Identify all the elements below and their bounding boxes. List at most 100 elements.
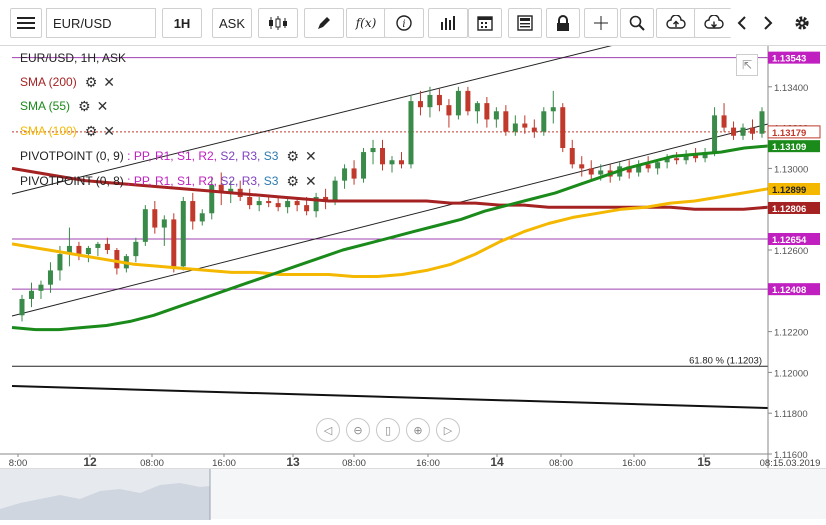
chart-canvas[interactable]: 61.80 % (1.1203) 1.134001.132001.130001.… [0, 46, 826, 468]
expand-button[interactable]: ⇱ [736, 54, 758, 76]
fx-label: f(x) [355, 16, 377, 30]
legend-sma200[interactable]: SMA (200) ⚙ ✕ [20, 74, 115, 90]
candle-body [256, 201, 262, 206]
candle-body [740, 127, 746, 136]
sma200-remove-icon[interactable]: ✕ [103, 73, 115, 90]
zoom-in-button[interactable]: ⊕ [406, 418, 430, 442]
sma200-settings-icon[interactable]: ⚙ [84, 73, 98, 90]
lock-icon [557, 14, 569, 31]
pan-right-button[interactable]: ▷ [436, 418, 460, 442]
download-button[interactable] [694, 8, 734, 38]
candle-body [323, 196, 329, 202]
toolbar: 1H ASK f(x) i [0, 0, 826, 46]
channel-lower-line [11, 123, 769, 317]
long-trend-line [11, 385, 769, 409]
candle-body [588, 168, 594, 175]
legend-title: EUR/USD, 1H, ASK [20, 50, 126, 66]
calendar-button[interactable] [468, 8, 502, 38]
sma100-settings-icon[interactable]: ⚙ [84, 122, 98, 139]
candle-body [398, 160, 404, 165]
candle-body [674, 158, 680, 161]
sma55-settings-icon[interactable]: ⚙ [78, 97, 91, 114]
pivot-item-s3: S3 [263, 149, 279, 163]
legend-pivot1[interactable]: PIVOTPOINT (0, 9) : PP, R1, S1, R2, S2, … [20, 148, 317, 164]
menu-button[interactable] [10, 8, 42, 38]
navigator-strip[interactable] [0, 468, 826, 520]
candle-body [446, 105, 452, 116]
x-tick-label: 16:00 [622, 458, 646, 468]
news-button[interactable] [508, 8, 542, 38]
candle-body [750, 127, 756, 134]
symbol-input[interactable] [46, 8, 156, 38]
y-tick-label: 1.11600 [774, 450, 808, 461]
candle-body [351, 168, 357, 179]
sma100-label: SMA (100) [20, 124, 77, 138]
info-icon: i [396, 15, 412, 31]
indicators-button[interactable]: f(x) [346, 8, 386, 38]
price-label: 1.12654 [772, 235, 807, 246]
x-tick-label: 14 [490, 455, 504, 468]
candle-body [95, 243, 101, 248]
candle-body [133, 241, 139, 257]
scroll-right-button[interactable] [756, 8, 780, 38]
sma55-label: SMA (55) [20, 99, 71, 113]
candle-body [522, 123, 528, 128]
pan-left-button[interactable]: ◁ [316, 418, 340, 442]
navigator-svg [0, 469, 211, 520]
info-button[interactable]: i [384, 8, 424, 38]
lock-button[interactable] [546, 8, 580, 38]
candle-body [285, 201, 291, 208]
y-tick-label: 1.12600 [774, 246, 808, 257]
crosshair-button[interactable] [584, 8, 618, 38]
zoom-out-button[interactable]: ⊖ [346, 418, 370, 442]
timeframe-button[interactable]: 1H [162, 8, 202, 38]
bar-chart-icon [441, 16, 455, 30]
pivot-item-pp: PP, [133, 149, 155, 163]
draw-button[interactable] [304, 8, 344, 38]
y-tick-label: 1.12000 [774, 368, 808, 379]
candle-body [389, 160, 395, 165]
candle-body [702, 152, 708, 159]
sma100-line [11, 187, 769, 278]
candle-body [693, 154, 699, 159]
pivot2-items: PP, R1, S1, R2, S2, R3, S3 [134, 174, 279, 188]
pivot1-remove-icon[interactable]: ✕ [304, 147, 317, 164]
candle-body [209, 184, 215, 214]
legend-pivot2[interactable]: PIVOTPOINT (0, 8) : PP, R1, S1, R2, S2, … [20, 173, 317, 189]
candle-body [114, 250, 120, 269]
scroll-left-button[interactable] [730, 8, 754, 38]
pivot2-remove-icon[interactable]: ✕ [304, 172, 317, 189]
timeframe-label: 1H [173, 15, 191, 31]
x-tick-label: 12 [83, 455, 97, 468]
legend-sma100[interactable]: SMA (100) ⚙ ✕ [20, 123, 115, 139]
fib-level-label: 61.80 % (1.1203) [689, 355, 762, 366]
pivot-item-s2: S2, [220, 149, 242, 163]
pivot-item-r1: R1, [154, 174, 177, 188]
magnifier-icon [629, 15, 645, 31]
candle-body [28, 290, 34, 299]
candle-body [180, 201, 186, 267]
volume-button[interactable] [428, 8, 468, 38]
candle-body [199, 213, 205, 222]
pivot2-sep: : [123, 174, 134, 188]
chart-type-button[interactable] [258, 8, 298, 38]
svg-text:i: i [402, 19, 405, 30]
pivot-item-r2: R2, [198, 149, 221, 163]
x-tick-label: 16:00 [416, 458, 440, 468]
candle-body [731, 127, 737, 136]
sma55-remove-icon[interactable]: ✕ [96, 97, 109, 114]
settings-button[interactable] [788, 8, 816, 38]
pivot-item-r1: R1, [154, 149, 177, 163]
price-type-button[interactable]: ASK [212, 8, 252, 38]
legend-sma55[interactable]: SMA (55) ⚙ ✕ [20, 98, 108, 114]
upload-button[interactable] [656, 8, 696, 38]
pivot2-settings-icon[interactable]: ⚙ [286, 172, 299, 189]
candle-body [560, 107, 566, 148]
reset-button[interactable]: ▯ [376, 418, 400, 442]
newspaper-icon [517, 15, 533, 31]
reset-icon: ▯ [384, 424, 392, 437]
pivot1-settings-icon[interactable]: ⚙ [286, 147, 299, 164]
zoom-button[interactable] [620, 8, 654, 38]
x-tick-label: 15 [697, 455, 711, 468]
sma100-remove-icon[interactable]: ✕ [103, 122, 115, 139]
